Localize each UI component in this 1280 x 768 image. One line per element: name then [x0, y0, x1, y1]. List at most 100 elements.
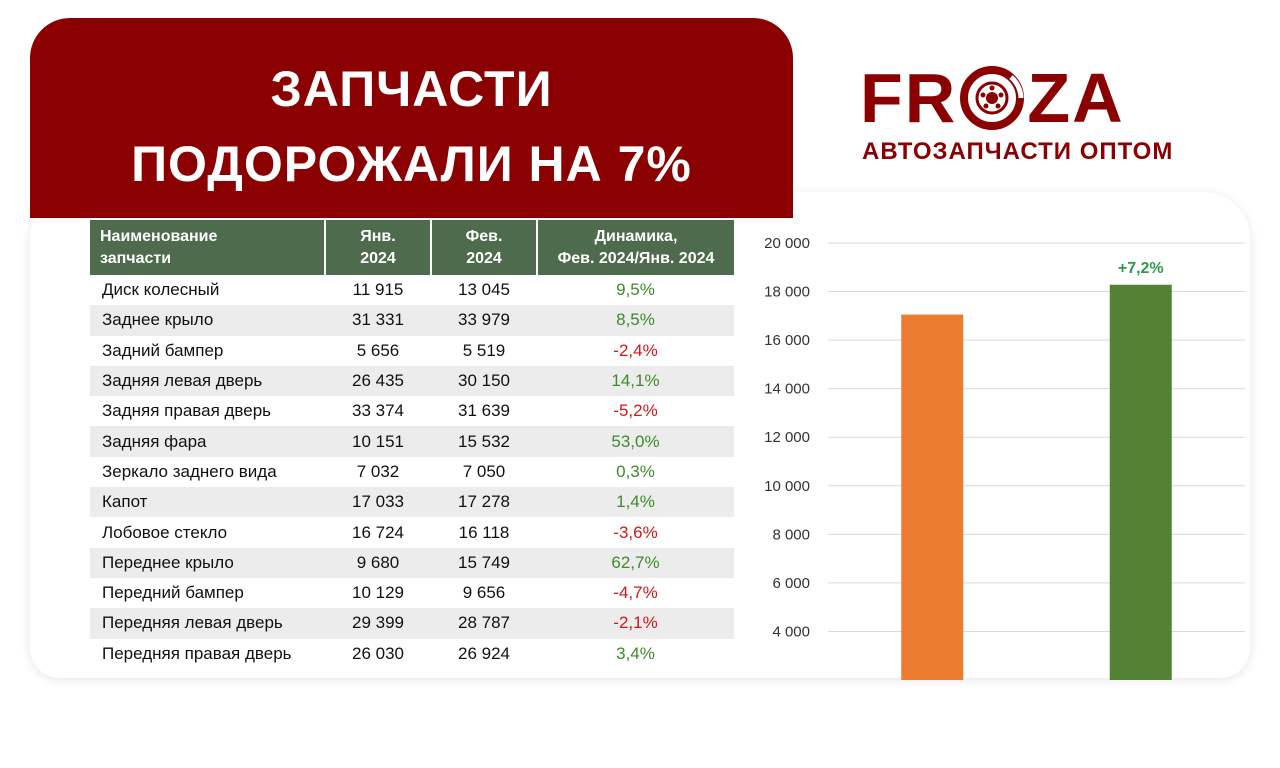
- cell-jan-price: 16 724: [352, 522, 404, 542]
- cell-dynamics: 8,5%: [537, 305, 734, 336]
- cell-feb-price: 31 639: [458, 401, 510, 421]
- cell-part-name: Диск колесный: [102, 280, 220, 300]
- cell-feb-price: 7 050: [462, 461, 506, 481]
- table-row: Задняя левая дверь 26 435 30 150 14,1%: [90, 365, 734, 397]
- cell-part-name: Заднее крыло: [90, 305, 325, 336]
- y-tick-label: 10 000: [764, 478, 810, 495]
- table-row: Зеркало заднего вида 7 032 7 050 0,3%: [90, 457, 734, 487]
- header-dynamics: Динамика, Фев. 2024/Янв. 2024: [537, 220, 734, 275]
- logo-text-part-2: ZA: [1027, 59, 1125, 137]
- brake-disc-icon: [960, 66, 1025, 130]
- cell-jan-price: 31 331: [325, 305, 431, 336]
- table-header-row: Наименование запчасти Янв. 2024 Фев. 202…: [90, 220, 734, 275]
- cell-part-name: Передняя левая дверь: [90, 608, 325, 639]
- cell-dynamics: 3,4%: [616, 643, 655, 663]
- cell-part-name: Капот: [90, 487, 325, 518]
- chart-data-labels: +7,2%: [1118, 260, 1164, 277]
- cell-feb-price: 17 278: [431, 487, 537, 518]
- y-tick-label: 6 000: [772, 575, 810, 592]
- chart-bar: [1109, 284, 1172, 680]
- cell-dynamics: 14,1%: [537, 365, 734, 397]
- chart-y-tick-labels: 4 000 6 000 8 000 10 000 12 000 14 000 16 000 1…: [764, 235, 810, 640]
- cell-jan-price: 7 032: [356, 461, 400, 481]
- banner-title-line-2: ПОДОРОЖАЛИ НА 7%: [131, 136, 692, 192]
- cell-part-name: Задняя левая дверь: [90, 365, 325, 397]
- logo-tagline: АВТОЗАПЧАСТИ ОПТОМ: [862, 138, 1174, 165]
- cell-part-name: Лобовое стекло: [102, 522, 228, 542]
- cell-dynamics: -2,1%: [537, 608, 734, 639]
- cell-feb-price: 28 787: [431, 608, 537, 639]
- cell-jan-price: 10 151: [325, 426, 431, 457]
- cell-part-name: Задняя фара: [90, 426, 325, 457]
- cell-feb-price: 30 150: [431, 365, 537, 397]
- cell-jan-price: 33 374: [352, 401, 404, 421]
- header-name-line-2: запчасти: [100, 249, 172, 267]
- cell-dynamics: -4,7%: [613, 583, 658, 603]
- header-dynamics-line-2: Фев. 2024/Янв. 2024: [557, 249, 715, 267]
- y-tick-label: 16 000: [764, 332, 810, 349]
- cell-dynamics: -5,2%: [613, 401, 658, 421]
- cell-feb-price: 13 045: [458, 280, 510, 300]
- title-banner: ЗАПЧАСТИ ПОДОРОЖАЛИ НА 7%: [30, 18, 793, 218]
- cell-dynamics: -2,4%: [613, 340, 658, 360]
- table-row: Передняя правая дверь 26 030 26 924 3,4%: [90, 639, 734, 669]
- header-feb-line-1: Фев.: [465, 227, 503, 245]
- cell-feb-price: 9 656: [462, 583, 506, 603]
- cell-jan-price: 26 435: [325, 365, 431, 397]
- cell-part-name: Переднее крыло: [90, 547, 325, 578]
- price-bar-chart: 4 000 6 000 8 000 10 000 12 000 14 000 16 000 1…: [764, 235, 1245, 680]
- cell-feb-price: 26 924: [458, 643, 510, 663]
- cell-jan-price: 26 030: [352, 643, 404, 663]
- y-tick-label: 20 000: [764, 235, 810, 252]
- y-tick-label: 4 000: [772, 623, 810, 640]
- cell-jan-price: 29 399: [325, 608, 431, 639]
- table-row: Задняя правая дверь 33 374 31 639 -5,2%: [90, 396, 734, 426]
- table-row: Задний бампер 5 656 5 519 -2,4%: [90, 336, 734, 366]
- table-row: Передний бампер 10 129 9 656 -4,7%: [90, 578, 734, 608]
- y-tick-label: 12 000: [764, 429, 810, 446]
- cell-jan-price: 17 033: [325, 487, 431, 518]
- cell-part-name: Передняя правая дверь: [102, 643, 292, 663]
- cell-jan-price: 11 915: [352, 280, 404, 300]
- table-row: Заднее крыло 31 331 33 979 8,5%: [90, 305, 734, 336]
- chart-gridlines: [828, 242, 1245, 632]
- cell-part-name: Зеркало заднего вида: [102, 461, 277, 481]
- cell-dynamics: 9,5%: [616, 280, 655, 300]
- header-name-line-1: Наименование: [100, 227, 218, 245]
- cell-dynamics: 62,7%: [537, 547, 734, 578]
- cell-feb-price: 15 532: [431, 426, 537, 457]
- header-feb: Фев. 2024: [431, 220, 538, 275]
- table-row: Капот 17 033 17 278 1,4%: [90, 487, 734, 518]
- parts-price-table: Наименование запчасти Янв. 2024 Фев. 202…: [90, 220, 734, 669]
- cell-part-name: Передний бампер: [102, 583, 244, 603]
- table-row: Переднее крыло 9 680 15 749 62,7%: [90, 547, 734, 578]
- y-tick-label: 14 000: [764, 381, 810, 398]
- logo-wordmark: FR ZA: [860, 58, 1125, 138]
- header-dynamics-line-1: Динамика,: [594, 227, 678, 245]
- cell-feb-price: 15 749: [431, 547, 537, 578]
- banner-title-line-1: ЗАПЧАСТИ: [270, 61, 553, 117]
- cell-dynamics: 0,3%: [616, 461, 655, 481]
- header-jan-line-1: Янв.: [360, 227, 396, 245]
- y-tick-label: 18 000: [764, 284, 810, 301]
- cell-part-name: Задний бампер: [102, 340, 224, 360]
- header-jan-line-2: 2024: [360, 249, 396, 267]
- header-name: Наименование запчасти: [90, 220, 326, 275]
- cell-part-name: Задняя правая дверь: [102, 401, 272, 421]
- header-feb-line-2: 2024: [466, 249, 502, 267]
- table-row: Передняя левая дверь 29 399 28 787 -2,1%: [90, 608, 734, 639]
- chart-bars: [901, 284, 1172, 680]
- chart-bar: [901, 314, 964, 680]
- cell-dynamics: -3,6%: [613, 522, 658, 542]
- table-row: Диск колесный 11 915 13 045 9,5%: [90, 275, 734, 305]
- header-jan: Янв. 2024: [325, 220, 432, 275]
- cell-dynamics: 1,4%: [537, 487, 734, 518]
- cell-feb-price: 16 118: [458, 522, 510, 542]
- cell-feb-price: 5 519: [462, 340, 506, 360]
- bar-data-label: +7,2%: [1118, 260, 1164, 277]
- cell-feb-price: 33 979: [431, 305, 537, 336]
- cell-jan-price: 5 656: [356, 340, 400, 360]
- table-row: Лобовое стекло 16 724 16 118 -3,6%: [90, 517, 734, 547]
- logo-text-part-1: FR: [860, 59, 958, 137]
- table-row: Задняя фара 10 151 15 532 53,0%: [90, 426, 734, 457]
